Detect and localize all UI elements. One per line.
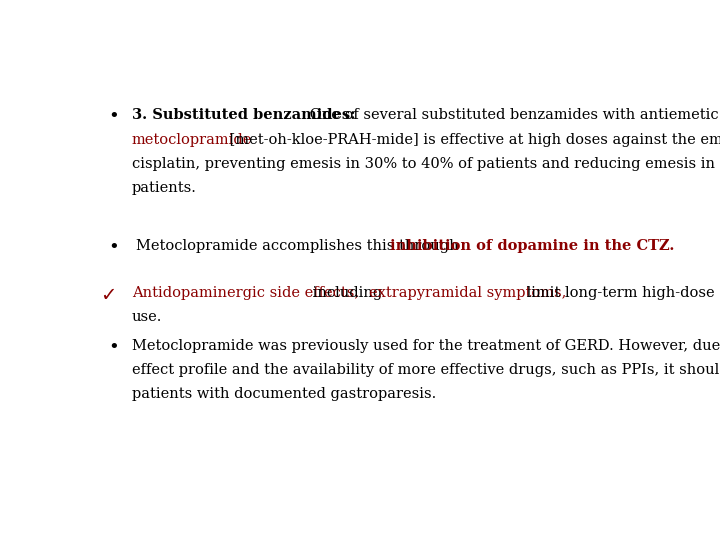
Text: patients with documented gastroparesis.: patients with documented gastroparesis. <box>132 388 436 401</box>
Text: extrapyramidal symptoms,: extrapyramidal symptoms, <box>369 286 567 300</box>
Text: limit long-term high-dose: limit long-term high-dose <box>522 286 714 300</box>
Text: use.: use. <box>132 310 162 324</box>
Text: [met-oh-kloe-PRAH-mide] is effective at high doses against the emetogenic: [met-oh-kloe-PRAH-mide] is effective at … <box>225 133 720 146</box>
Text: 3. Substituted benzamides:: 3. Substituted benzamides: <box>132 109 356 123</box>
Text: Metoclopramide was previously used for the treatment of GERD. However, due to th: Metoclopramide was previously used for t… <box>132 339 720 353</box>
Text: ✓: ✓ <box>100 286 117 305</box>
Text: inhibition of dopamine in the CTZ.: inhibition of dopamine in the CTZ. <box>390 239 675 253</box>
Text: •: • <box>108 339 119 357</box>
Text: One of several substituted benzamides with antiemetic activity,: One of several substituted benzamides wi… <box>305 109 720 123</box>
Text: Antidopaminergic side effects,: Antidopaminergic side effects, <box>132 286 359 300</box>
Text: effect profile and the availability of more effective drugs, such as PPIs, it sh: effect profile and the availability of m… <box>132 363 720 377</box>
Text: •: • <box>108 239 119 258</box>
Text: metoclopramide: metoclopramide <box>132 133 252 146</box>
Text: patients.: patients. <box>132 181 197 195</box>
Text: Metoclopramide accomplishes this through: Metoclopramide accomplishes this through <box>136 239 464 253</box>
Text: including: including <box>308 286 387 300</box>
Text: cisplatin, preventing emesis in 30% to 40% of patients and reducing emesis in th: cisplatin, preventing emesis in 30% to 4… <box>132 157 720 171</box>
Text: •: • <box>108 109 119 126</box>
